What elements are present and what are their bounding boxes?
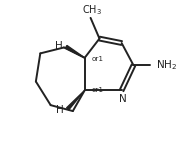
Text: or1: or1 (92, 56, 104, 62)
Text: N: N (119, 94, 127, 104)
Polygon shape (67, 90, 85, 110)
Text: CH$_3$: CH$_3$ (82, 3, 102, 17)
Text: H: H (55, 41, 63, 51)
Text: NH$_2$: NH$_2$ (156, 58, 178, 72)
Text: or1: or1 (92, 87, 104, 93)
Text: H: H (56, 105, 64, 115)
Polygon shape (65, 45, 85, 58)
